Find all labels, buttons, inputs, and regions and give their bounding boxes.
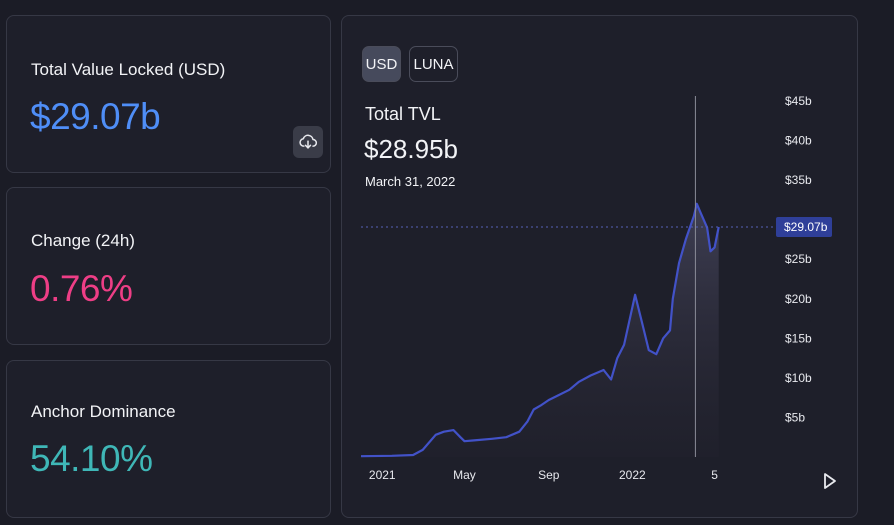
y-tick-label: $25b — [785, 252, 812, 266]
y-tick-label: $15b — [785, 331, 812, 345]
change-value: 0.76% — [30, 268, 133, 309]
change-label: Change (24h) — [31, 231, 135, 250]
y-tick-label: $5b — [785, 410, 805, 424]
download-button[interactable] — [293, 126, 323, 158]
play-triangle-icon[interactable] — [823, 472, 837, 490]
tvl-card: Total Value Locked (USD) $29.07b — [6, 15, 331, 173]
tvl-label: Total Value Locked (USD) — [31, 60, 226, 79]
x-tick-label: May — [453, 468, 476, 482]
tvl-area-fill — [361, 203, 719, 457]
y-tick-label: $45b — [785, 94, 812, 108]
x-tick-label: 2022 — [619, 468, 646, 482]
toggle-usd[interactable]: USD — [362, 46, 401, 82]
y-tick-label: $40b — [785, 134, 812, 148]
chart-hover-value: $28.95b — [364, 134, 458, 164]
tvl-series-line — [360, 202, 720, 458]
y-tick-label: $20b — [785, 292, 812, 306]
dominance-value: 54.10% — [30, 438, 153, 479]
tvl-value: $29.07b — [30, 96, 161, 137]
current-value-label: $29.07b — [784, 220, 828, 234]
x-tick-label: Sep — [538, 468, 560, 482]
change-card: Change (24h) 0.76% — [6, 187, 331, 345]
tvl-chart-card: $5b $10b $15b $20b $25b $35b $40b $45b $29.07b 20… — [341, 15, 858, 518]
current-value-tag — [776, 217, 832, 238]
cloud-download-icon — [299, 134, 317, 149]
tvl-area-chart[interactable]: $5b $10b $15b $20b $25b $35b $40b $45b $29.07b 20… — [342, 16, 859, 519]
chart-hover-date: March 31, 2022 — [365, 174, 456, 189]
y-tick-label: $10b — [785, 371, 812, 385]
toggle-luna[interactable]: LUNA — [409, 46, 458, 82]
chart-title: Total TVL — [365, 104, 441, 124]
y-tick-label: $35b — [785, 173, 812, 187]
x-tick-label: 2021 — [369, 468, 396, 482]
dominance-card: Anchor Dominance 54.10% — [6, 360, 331, 518]
x-tick-label: 5 — [711, 468, 718, 482]
dominance-label: Anchor Dominance — [31, 402, 176, 421]
